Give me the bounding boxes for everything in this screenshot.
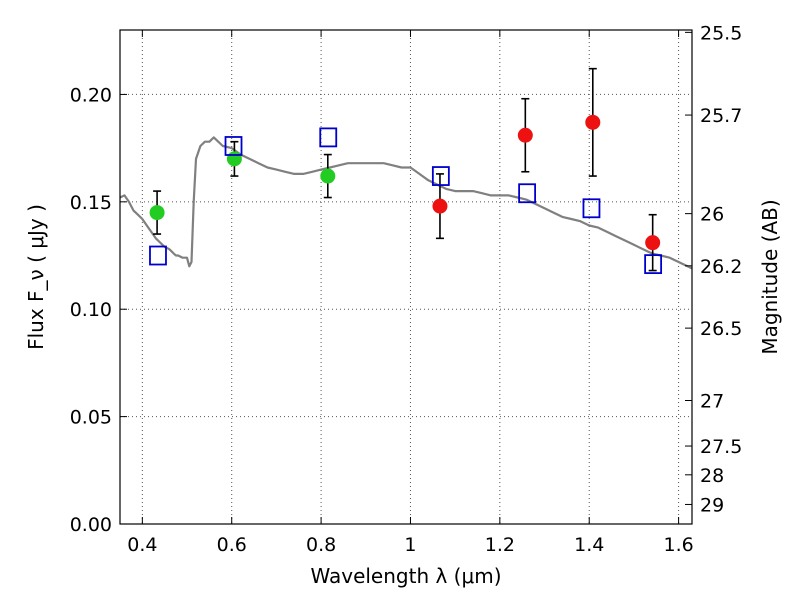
plot-frame <box>119 29 693 525</box>
y2-tick-label: 27.5 <box>700 436 742 458</box>
y-tick-label: 0.10 <box>70 299 112 321</box>
y2-tick-label: 26.2 <box>700 256 742 278</box>
y2-tick-label: 26.5 <box>700 318 742 340</box>
plot-layer <box>120 67 692 275</box>
model-spectrum-line <box>120 136 692 270</box>
y2-axis-label: Magnitude (AB) <box>758 199 782 354</box>
model-flux-square <box>149 245 167 266</box>
x-tick-label: 1.4 <box>574 534 604 556</box>
data-point <box>645 235 661 251</box>
model-flux-square <box>319 127 338 148</box>
y2-tick-label: 26 <box>700 204 724 226</box>
x-tick-label: 0.8 <box>306 534 336 556</box>
data-point <box>585 114 601 130</box>
data-point <box>432 198 448 214</box>
model-flux-square <box>224 136 243 156</box>
model-flux-square <box>582 198 601 219</box>
x-tick-label: 1 <box>404 534 416 556</box>
y2-tick-label: 25.5 <box>700 22 742 44</box>
y-tick-label: 0.15 <box>70 192 112 214</box>
y-tick-label: 0.20 <box>70 84 112 106</box>
axis-layer: 0.4 0.6 0.8 1 1.2 1.4 1.6 0.00 0.05 0.10 0.15 0.20 2… <box>70 22 743 556</box>
model-flux-square <box>518 183 537 204</box>
x-tick-label: 0.4 <box>127 534 157 556</box>
data-point <box>517 127 533 143</box>
y-axis-label: Flux F_ν ( μJy ) <box>24 204 48 350</box>
y2-tick-label: 27 <box>700 391 724 413</box>
data-point <box>149 205 165 221</box>
plot-clipped <box>120 136 692 270</box>
grid-layer <box>120 30 692 525</box>
x-tick-label: 1.6 <box>663 534 693 556</box>
model-flux-square <box>431 166 450 186</box>
y2-tick-label: 29 <box>700 494 724 516</box>
y-tick-label: 0.05 <box>70 407 112 429</box>
model-flux-square <box>644 254 663 275</box>
data-point <box>226 151 242 167</box>
x-tick-label: 0.6 <box>217 534 247 556</box>
x-axis-label: Wavelength λ (μm) <box>310 564 501 588</box>
y2-tick-label: 28 <box>700 465 724 487</box>
y-tick-label: 0.00 <box>70 514 112 536</box>
x-tick-label: 1.2 <box>485 534 515 556</box>
y2-tick-label: 25.7 <box>700 105 742 127</box>
data-point <box>320 168 336 184</box>
